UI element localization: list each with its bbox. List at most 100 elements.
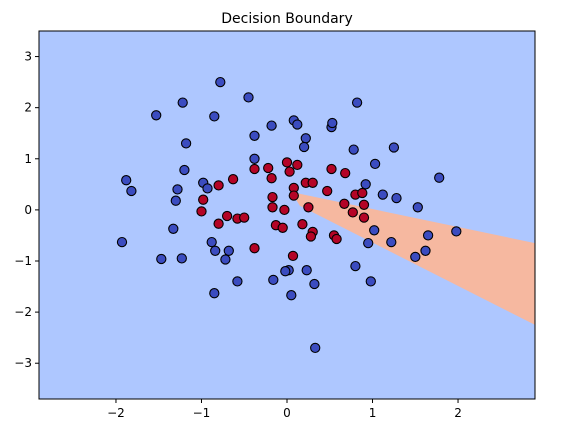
data-point-class-0 (410, 251, 421, 263)
data-point-class-1 (322, 185, 333, 197)
x-tick-label: 0 (283, 406, 291, 420)
data-point-class-0 (176, 253, 187, 264)
data-point-class-0 (386, 236, 397, 248)
data-point-class-0 (268, 274, 279, 286)
data-point-class-0 (369, 225, 380, 236)
data-point-class-0 (451, 226, 462, 237)
data-point-class-0 (116, 236, 128, 248)
data-point-class-0 (300, 133, 311, 144)
data-point-class-1 (198, 194, 209, 205)
data-point-class-0 (350, 260, 361, 272)
data-point-class-1 (263, 162, 274, 174)
data-point-class-1 (281, 157, 293, 168)
data-point-class-1 (303, 202, 314, 213)
data-point-class-1 (267, 202, 278, 213)
data-point-class-0 (249, 130, 260, 141)
data-point-class-0 (348, 144, 359, 155)
data-point-class-0 (298, 141, 310, 153)
data-point-class-1 (292, 159, 303, 171)
data-point-class-0 (377, 189, 388, 200)
data-point-class-1 (339, 198, 350, 209)
data-point-class-0 (168, 223, 179, 234)
data-point-class-1 (357, 187, 368, 199)
y-axis: −3 −2 −1 0 1 2 3 (14, 50, 39, 370)
y-tick-label: −3 (14, 356, 32, 370)
chart-title: Decision Boundary (221, 11, 352, 27)
data-point-class-0 (179, 164, 190, 176)
y-tick-label: 0 (24, 203, 32, 217)
data-point-class-0 (215, 76, 226, 88)
data-point-class-1 (249, 163, 260, 175)
data-point-class-0 (126, 185, 137, 197)
data-point-class-0 (363, 237, 374, 249)
data-point-class-0 (351, 97, 363, 108)
data-point-class-1 (358, 199, 370, 210)
data-point-class-0 (180, 138, 192, 149)
x-tick-label: −2 (107, 406, 125, 420)
data-point-class-0 (209, 111, 220, 122)
data-point-class-1 (307, 177, 318, 188)
data-point-class-1 (331, 233, 342, 245)
data-point-class-0 (388, 142, 400, 153)
data-point-class-1 (288, 190, 299, 201)
data-point-class-0 (301, 265, 312, 276)
data-point-class-0 (286, 290, 297, 301)
data-point-class-1 (213, 180, 224, 191)
data-point-class-1 (297, 219, 308, 230)
data-point-class-0 (220, 254, 231, 265)
data-point-class-0 (151, 110, 162, 121)
data-point-class-1 (227, 174, 239, 185)
data-point-class-0 (177, 97, 188, 108)
data-point-class-0 (422, 230, 434, 241)
y-tick-label: 1 (24, 152, 32, 166)
x-tick-label: 1 (369, 406, 377, 420)
data-point-class-0 (249, 153, 260, 164)
data-point-class-1 (267, 191, 278, 203)
series-class-1 (196, 157, 370, 262)
plot-area (38, 30, 536, 400)
data-point-class-1 (326, 163, 337, 175)
decision-region-class-0 (39, 31, 535, 399)
data-point-class-1 (340, 167, 351, 179)
data-point-class-0 (156, 253, 167, 265)
y-tick-label: 3 (24, 50, 32, 64)
data-point-class-1 (284, 166, 295, 177)
data-point-class-1 (358, 212, 370, 223)
data-point-class-0 (412, 202, 423, 213)
data-point-class-1 (277, 222, 288, 233)
data-point-class-0 (170, 195, 181, 206)
data-point-class-1 (239, 212, 250, 223)
x-tick-label: −1 (193, 406, 211, 420)
series-class-0 (116, 76, 462, 354)
x-tick-label: 2 (454, 406, 462, 420)
y-tick-label: 2 (24, 101, 32, 115)
data-point-class-0 (223, 245, 234, 256)
data-point-class-0 (209, 288, 220, 299)
y-tick-label: −1 (14, 254, 32, 268)
y-tick-label: −2 (14, 305, 32, 319)
data-point-class-1 (213, 218, 224, 229)
data-point-class-1 (196, 206, 207, 217)
data-point-class-1 (287, 250, 299, 262)
data-point-class-0 (369, 158, 381, 170)
data-point-class-1 (221, 210, 233, 222)
data-point-class-1 (279, 204, 290, 216)
data-point-class-1 (249, 243, 260, 254)
data-point-class-0 (434, 172, 445, 183)
data-point-class-0 (309, 278, 320, 290)
x-axis: −2 −1 0 1 2 (107, 399, 462, 420)
data-point-class-0 (280, 266, 291, 277)
data-point-class-0 (210, 245, 221, 256)
data-point-class-0 (172, 184, 183, 195)
data-point-class-0 (310, 342, 321, 354)
data-point-class-0 (121, 175, 132, 186)
data-point-class-1 (347, 207, 358, 218)
data-point-class-0 (232, 276, 243, 287)
data-point-class-0 (206, 236, 217, 248)
data-point-class-0 (243, 92, 254, 103)
data-point-class-0 (391, 192, 402, 204)
data-point-class-0 (360, 179, 371, 190)
data-point-class-0 (266, 120, 277, 131)
